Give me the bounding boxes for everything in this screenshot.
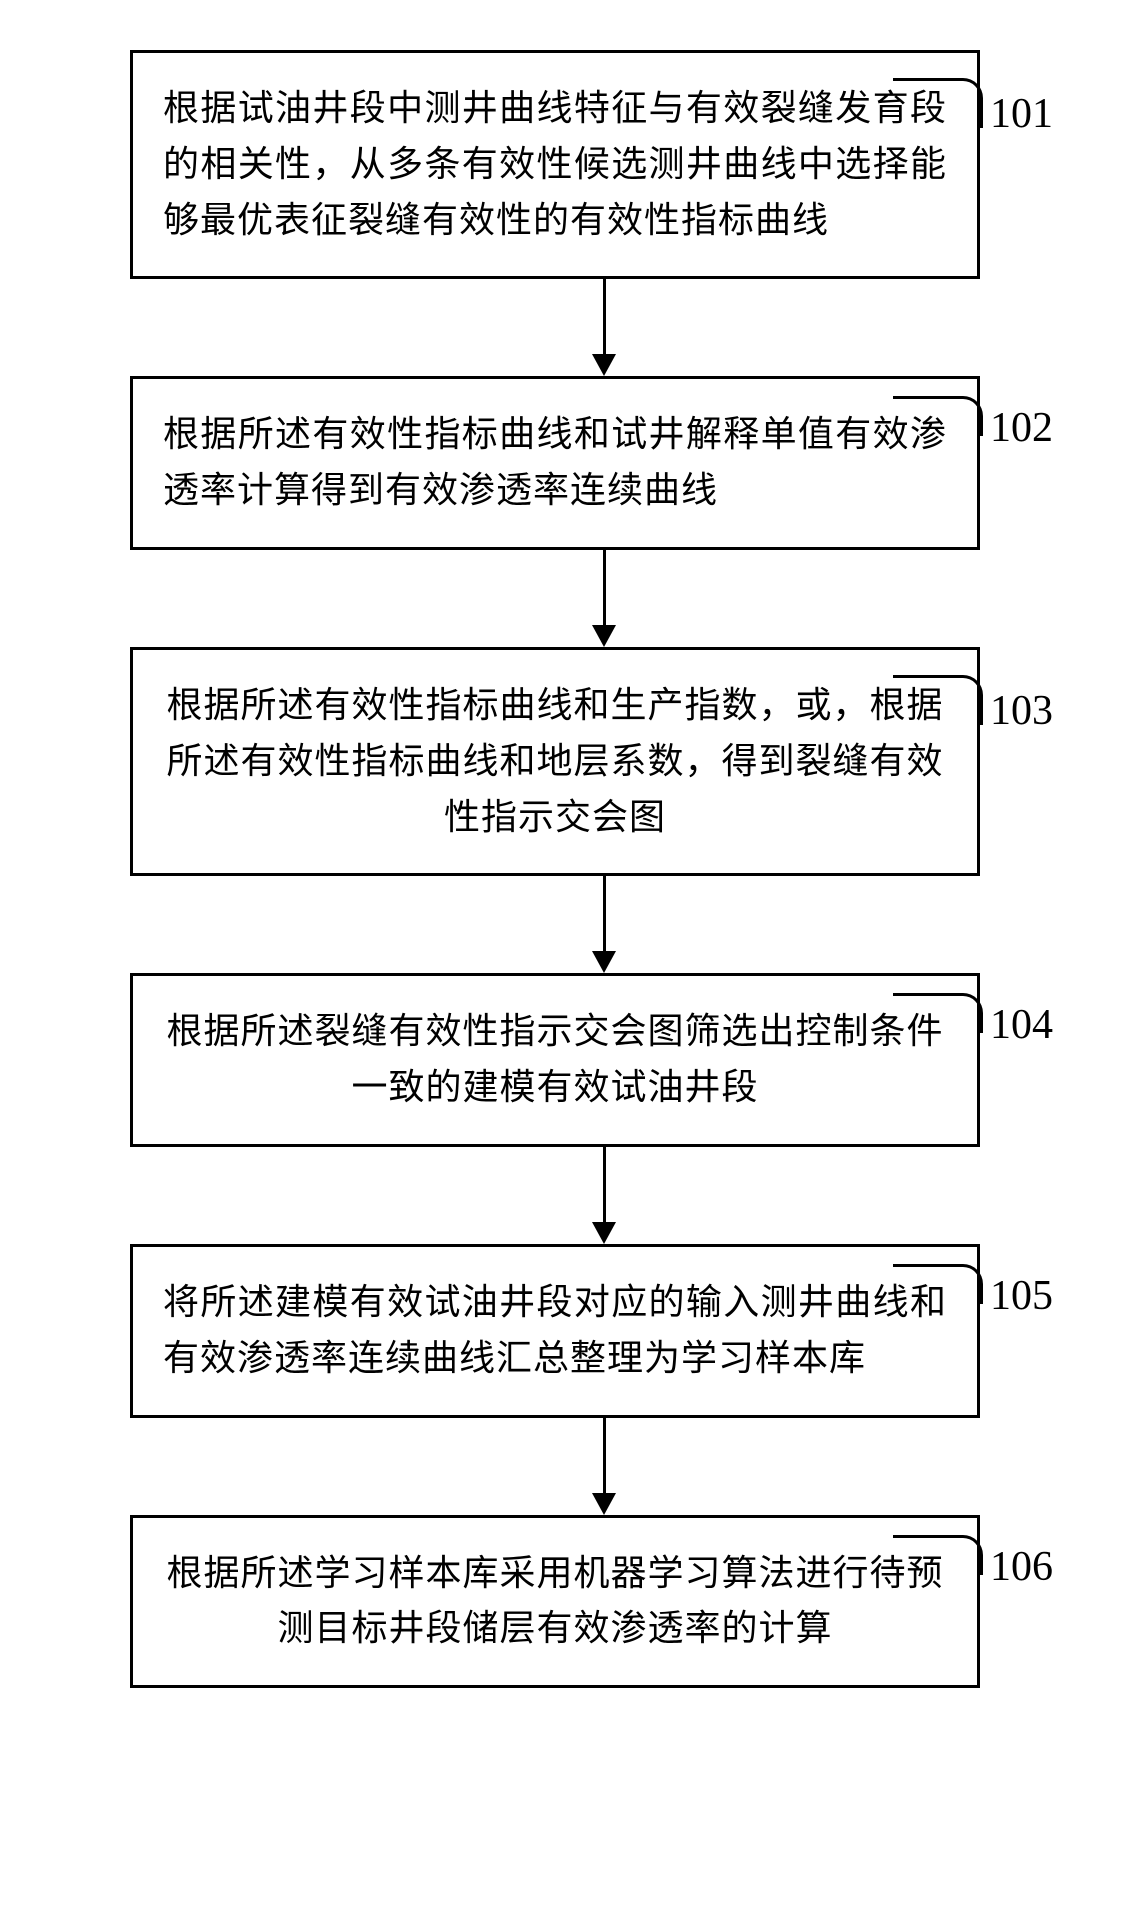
flowchart-row-3: 根据所述有效性指标曲线和生产指数，或，根据所述有效性指标曲线和地层系数，得到裂缝… <box>60 647 1078 876</box>
arrow-line <box>603 279 606 354</box>
arrow-head-icon <box>592 625 616 647</box>
node-6-label: 106 <box>990 1543 1053 1591</box>
connector-1 <box>893 78 983 128</box>
node-1-label: 101 <box>990 90 1053 138</box>
arrow-1-2 <box>179 279 1029 376</box>
arrow-line <box>603 876 606 951</box>
node-5-label: 105 <box>990 1272 1053 1320</box>
node-2-text: 根据所述有效性指标曲线和试井解释单值有效渗透率计算得到有效渗透率连续曲线 <box>163 407 947 519</box>
connector-3 <box>893 675 983 725</box>
flowchart-node-4: 根据所述裂缝有效性指示交会图筛选出控制条件一致的建模有效试油井段 <box>130 973 980 1147</box>
flowchart-row-2: 根据所述有效性指标曲线和试井解释单值有效渗透率计算得到有效渗透率连续曲线 102 <box>60 376 1078 550</box>
arrow-head-icon <box>592 951 616 973</box>
flowchart-row-6: 根据所述学习样本库采用机器学习算法进行待预测目标井段储层有效渗透率的计算 106 <box>60 1515 1078 1689</box>
arrow-line <box>603 1147 606 1222</box>
node-3-text: 根据所述有效性指标曲线和生产指数，或，根据所述有效性指标曲线和地层系数，得到裂缝… <box>163 678 947 845</box>
flowchart-container: 根据试油井段中测井曲线特征与有效裂缝发育段的相关性，从多条有效性候选测井曲线中选… <box>60 50 1078 1688</box>
node-4-text: 根据所述裂缝有效性指示交会图筛选出控制条件一致的建模有效试油井段 <box>163 1004 947 1116</box>
node-6-text: 根据所述学习样本库采用机器学习算法进行待预测目标井段储层有效渗透率的计算 <box>163 1546 947 1658</box>
arrow-3-4 <box>179 876 1029 973</box>
arrow-head-icon <box>592 354 616 376</box>
connector-2 <box>893 396 983 436</box>
node-1-text: 根据试油井段中测井曲线特征与有效裂缝发育段的相关性，从多条有效性候选测井曲线中选… <box>163 81 947 248</box>
connector-6 <box>893 1535 983 1575</box>
connector-4 <box>893 993 983 1033</box>
arrow-2-3 <box>179 550 1029 647</box>
arrow-line <box>603 550 606 625</box>
arrow-line <box>603 1418 606 1493</box>
flowchart-node-6: 根据所述学习样本库采用机器学习算法进行待预测目标井段储层有效渗透率的计算 <box>130 1515 980 1689</box>
arrow-head-icon <box>592 1222 616 1244</box>
node-4-label: 104 <box>990 1001 1053 1049</box>
arrow-4-5 <box>179 1147 1029 1244</box>
flowchart-node-3: 根据所述有效性指标曲线和生产指数，或，根据所述有效性指标曲线和地层系数，得到裂缝… <box>130 647 980 876</box>
flowchart-row-1: 根据试油井段中测井曲线特征与有效裂缝发育段的相关性，从多条有效性候选测井曲线中选… <box>60 50 1078 279</box>
arrow-5-6 <box>179 1418 1029 1515</box>
node-2-label: 102 <box>990 404 1053 452</box>
node-3-label: 103 <box>990 687 1053 735</box>
flowchart-node-1: 根据试油井段中测井曲线特征与有效裂缝发育段的相关性，从多条有效性候选测井曲线中选… <box>130 50 980 279</box>
flowchart-row-4: 根据所述裂缝有效性指示交会图筛选出控制条件一致的建模有效试油井段 104 <box>60 973 1078 1147</box>
flowchart-node-5: 将所述建模有效试油井段对应的输入测井曲线和有效渗透率连续曲线汇总整理为学习样本库 <box>130 1244 980 1418</box>
arrow-head-icon <box>592 1493 616 1515</box>
connector-5 <box>893 1264 983 1304</box>
node-5-text: 将所述建模有效试油井段对应的输入测井曲线和有效渗透率连续曲线汇总整理为学习样本库 <box>163 1275 947 1387</box>
flowchart-row-5: 将所述建模有效试油井段对应的输入测井曲线和有效渗透率连续曲线汇总整理为学习样本库… <box>60 1244 1078 1418</box>
flowchart-node-2: 根据所述有效性指标曲线和试井解释单值有效渗透率计算得到有效渗透率连续曲线 <box>130 376 980 550</box>
